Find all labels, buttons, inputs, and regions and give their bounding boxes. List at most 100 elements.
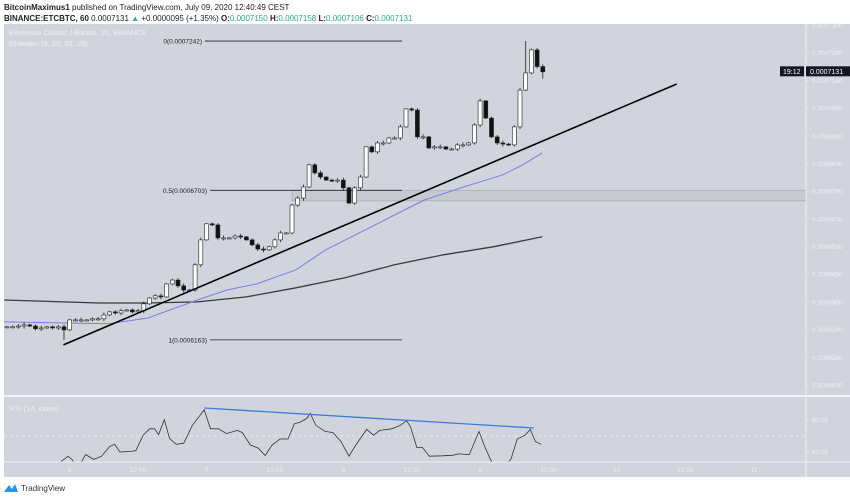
last-price: 0.0007131: [91, 14, 129, 23]
rsi-tick-label: 80.00: [812, 418, 829, 425]
bull-candle-body: [10, 326, 15, 329]
candle: [323, 176, 329, 181]
candle: [266, 245, 272, 251]
price-tick-label: 0.0006400: [812, 272, 843, 279]
rsi-pane[interactable]: [4, 407, 806, 471]
last-price-badge: [806, 66, 850, 77]
candle: [249, 238, 255, 247]
price-pane[interactable]: 0(0.0007242) 0.5(0.0006703) 1(0.0006163): [4, 39, 807, 346]
bull-candle-body: [523, 72, 529, 91]
candle: [181, 283, 186, 293]
bull-candle-body: [101, 314, 107, 320]
candle: [380, 140, 386, 146]
bull-candle-body: [192, 264, 198, 291]
candle: [500, 140, 506, 147]
close-value: 0.0007131: [374, 14, 413, 23]
candle: [363, 146, 369, 178]
rsi-tick-label: 60.00: [812, 450, 829, 457]
bull-candle-body: [437, 146, 443, 149]
bull-candle-body: [198, 239, 204, 266]
candle: [403, 108, 409, 128]
time-tick-label: 12:00: [404, 467, 421, 474]
candle: [4, 326, 10, 329]
bull-candle-body: [73, 319, 78, 322]
author-name[interactable]: BitcoinMaximus1: [4, 3, 70, 12]
price-tick-label: 0.0006500: [812, 244, 843, 251]
slow-moving-average-line: [4, 236, 543, 304]
bull-candle-body: [221, 237, 226, 240]
bull-candle-body: [95, 318, 101, 321]
bull-candle-body: [403, 108, 409, 128]
bull-candle-body: [432, 146, 437, 149]
symbol-info: BINANCE:ETCBTC, 60 0.0007131 ▲ +0.000009…: [4, 14, 412, 23]
price-tick-label: 0.0006900: [812, 133, 843, 140]
candle: [540, 64, 546, 79]
bear-candle-body: [113, 311, 118, 314]
bull-candle-body: [529, 49, 534, 74]
candle: [147, 296, 152, 305]
candle: [21, 322, 27, 329]
price-tick-label: 0.0007300: [812, 23, 843, 30]
time-tick-label: 12:00: [130, 467, 147, 474]
candle: [204, 223, 209, 241]
symbol: BINANCE:ETCBTC, 60: [4, 14, 89, 23]
candle: [494, 134, 500, 145]
bear-candle-body: [50, 326, 55, 329]
bull-candle-body: [386, 137, 392, 144]
candle: [369, 145, 375, 154]
candle: [289, 203, 295, 235]
bull-candle-body: [55, 326, 61, 329]
candle: [101, 312, 107, 322]
bull-candle-body: [352, 187, 358, 204]
bull-candle-body: [266, 246, 272, 251]
candle: [477, 98, 483, 128]
candle: [449, 147, 454, 151]
candle: [375, 141, 380, 154]
candle: [175, 278, 181, 288]
bull-candle-body: [335, 179, 340, 182]
bear-candle-body: [318, 172, 323, 178]
fast-moving-average-line: [4, 152, 543, 325]
rsi-divergence-line: [204, 407, 534, 429]
bear-candle-body: [244, 236, 249, 241]
candle: [221, 235, 226, 241]
candle: [95, 316, 101, 321]
candle: [124, 309, 129, 312]
bull-candle-body: [118, 310, 124, 314]
bull-candle-body: [301, 186, 306, 199]
fib-level-label: 1(0.0006163): [168, 337, 207, 344]
bear-candle-body: [489, 117, 494, 138]
tradingview-logo[interactable]: TradingView: [4, 483, 65, 493]
bear-candle-body: [158, 295, 164, 298]
bull-candle-body: [380, 142, 386, 145]
bear-candle-body: [181, 285, 186, 291]
candle: [443, 146, 449, 150]
candle: [517, 87, 523, 130]
candle: [215, 223, 221, 240]
bull-candle-body: [511, 126, 517, 146]
bull-candle-body: [170, 279, 175, 285]
candle: [67, 318, 72, 331]
time-tick-label: 12:00: [677, 467, 694, 474]
tradingview-logo-icon: [4, 484, 18, 492]
bear-candle-body: [409, 108, 415, 111]
rsi-line: [59, 409, 542, 462]
price-tick-label: 0.0006100: [812, 355, 843, 362]
candle: [472, 123, 477, 145]
bull-candle-body: [67, 319, 72, 331]
bull-candle-body: [295, 197, 301, 206]
price-tick-label: 0.0006200: [812, 327, 843, 334]
candle: [420, 134, 426, 140]
candle: [130, 308, 135, 314]
rsi-label: RSI (14, close): [9, 404, 59, 413]
bull-candle-body: [449, 148, 454, 151]
countdown-label: 19:12: [783, 69, 801, 76]
candle: [232, 234, 238, 240]
candle: [386, 136, 392, 145]
bull-candle-body: [152, 295, 158, 299]
bull-candle-body: [454, 144, 460, 150]
candle: [278, 230, 283, 243]
publish-text: published on TradingView.com, July 09, 2…: [72, 3, 290, 12]
candle: [283, 232, 289, 235]
